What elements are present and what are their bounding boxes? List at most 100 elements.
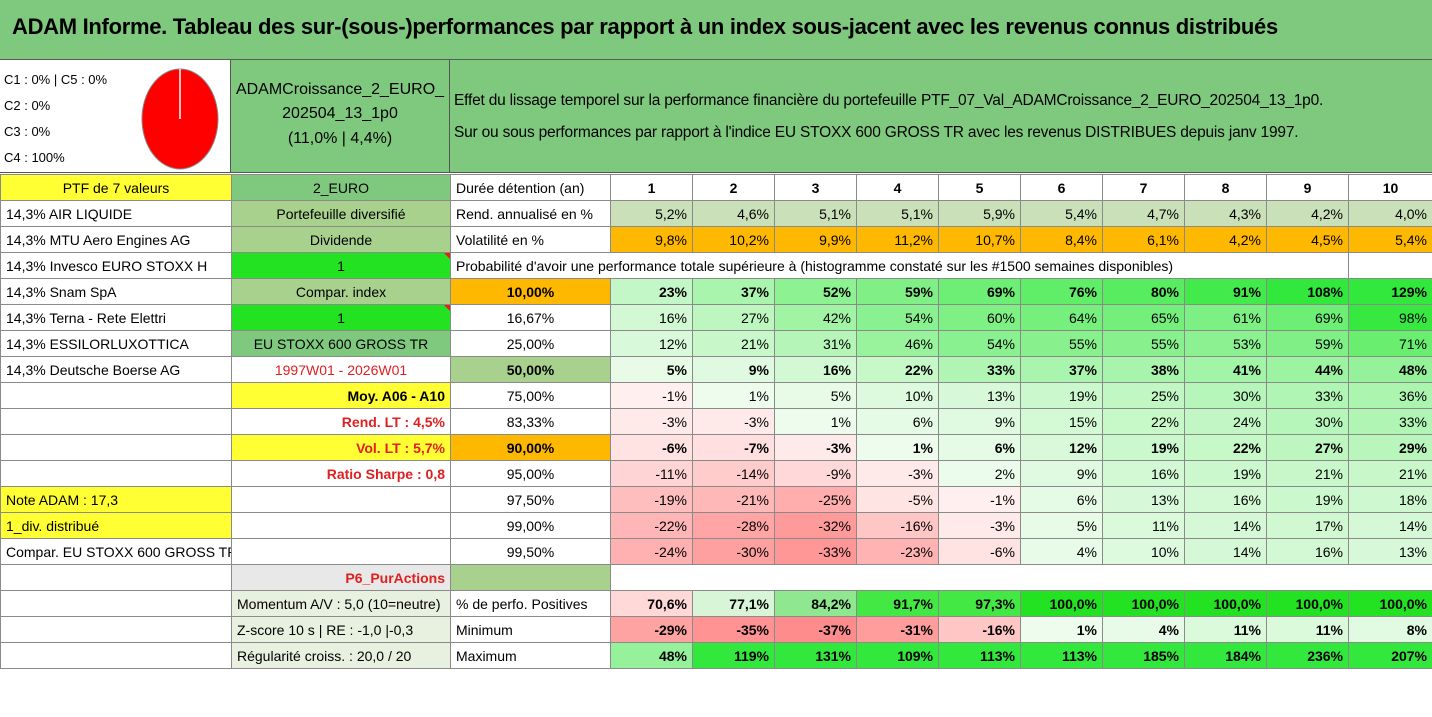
quantile-value: 55% (1020, 330, 1103, 357)
quantile-value: 25% (1102, 382, 1185, 409)
quantile-value: 69% (1266, 304, 1349, 331)
summary-value: 119% (692, 642, 775, 669)
quantile-row: 14,3% Deutsche Boerse AG 1997W01 - 2026W0… (0, 356, 1432, 383)
quantile-value: 19% (1102, 434, 1185, 461)
strategy-swatch (450, 564, 611, 591)
currency-code: 2_EURO (231, 174, 451, 201)
quantile-value: -28% (692, 512, 775, 539)
quantile-row: Ratio Sharpe : 0,8 95,00% -11% -14% -9% -3% 2%… (0, 460, 1432, 487)
quantile-row: 14,3% ESSILORLUXOTTICA EU STOXX 600 GROSS… (0, 330, 1432, 357)
quantile-value: 64% (1020, 304, 1103, 331)
quantile-value: -30% (692, 538, 775, 565)
summary-value: 185% (1102, 642, 1185, 669)
quantile-value: 69% (938, 278, 1021, 305)
probability-level: 75,00% (450, 382, 611, 409)
quantile-value: 9% (692, 356, 775, 383)
empty-cell (1349, 565, 1432, 591)
quantile-value: 22% (1102, 408, 1185, 435)
quantile-value: 54% (856, 304, 939, 331)
quantile-value: -16% (856, 512, 939, 539)
quantile-value: 1% (692, 382, 775, 409)
duration-label: Durée détention (an) (450, 174, 611, 201)
probability-level: 83,33% (450, 408, 611, 435)
summary-value: 91,7% (856, 590, 939, 617)
year-header: 1 (610, 174, 693, 201)
quantile-value: 5% (610, 356, 693, 383)
probability-title-row: 14,3% Invesco EURO STOXX H 1 Probabilité d… (0, 252, 1432, 279)
volatility-value: 10,2% (692, 226, 775, 253)
year-header: 4 (856, 174, 939, 201)
empty-cell (1021, 565, 1103, 591)
volatility-value: 8,4% (1020, 226, 1103, 253)
long-term-return: Rend. LT : 4,5% (231, 408, 451, 435)
report-title-bar: ADAM Informe. Tableau des sur-(sous-)per… (0, 0, 1432, 60)
quantile-value: 36% (1348, 382, 1432, 409)
quantile-value: 12% (1020, 434, 1103, 461)
probability-level: 16,67% (450, 304, 611, 331)
quantile-value: 9% (938, 408, 1021, 435)
flag-value: 1 (231, 304, 451, 331)
volatility-value: 11,2% (856, 226, 939, 253)
quantile-value: 46% (856, 330, 939, 357)
summary-label: Maximum (450, 642, 611, 669)
quantile-value: 18% (1348, 486, 1432, 513)
quantile-value: 14% (1184, 512, 1267, 539)
quantile-value: -32% (774, 512, 857, 539)
holding-name: 14,3% Invesco EURO STOXX H (0, 252, 232, 279)
allocation-pie-chart (141, 68, 219, 170)
quantile-value: 48% (1348, 356, 1432, 383)
quantile-value: 31% (774, 330, 857, 357)
ptf-count-label: PTF de 7 valeurs (0, 174, 232, 201)
quantile-value: 16% (610, 304, 693, 331)
empty-cell (0, 460, 232, 487)
probability-level: 90,00% (450, 434, 611, 461)
volatility-value: 9,9% (774, 226, 857, 253)
summary-value: 11% (1184, 616, 1267, 643)
quantile-value: 91% (1184, 278, 1267, 305)
summary-label: Minimum (450, 616, 611, 643)
quantile-value: 129% (1348, 278, 1432, 305)
holding-name: 14,3% Snam SpA (0, 278, 232, 305)
quantile-row: Compar. EU STOXX 600 GROSS TR 99,50% -24% -… (0, 538, 1432, 565)
indicator-label: Régularité croiss. : 20,0 / 20 (231, 642, 451, 669)
quantile-value: -7% (692, 434, 775, 461)
empty-cell (1103, 565, 1185, 591)
quantile-value: 6% (938, 434, 1021, 461)
empty-cell (0, 616, 232, 643)
summary-row: Z-score 10 s | RE : -1,0 |-0,3 Minimum -29… (0, 616, 1432, 643)
summary-value: 109% (856, 642, 939, 669)
probability-level: 99,50% (450, 538, 611, 565)
empty-cell (231, 512, 451, 539)
quantile-value: -6% (938, 538, 1021, 565)
holding-name: 14,3% Deutsche Boerse AG (0, 356, 232, 383)
quantile-value: -3% (774, 434, 857, 461)
quantile-value: 2% (938, 460, 1021, 487)
empty-cell (0, 590, 232, 617)
empty-cell (693, 565, 775, 591)
quantile-value: -3% (938, 512, 1021, 539)
quantile-value: 19% (1020, 382, 1103, 409)
quantile-value: -6% (610, 434, 693, 461)
fund-name-panel: ADAMCroissance_2_EURO_ 202504_13_1p0 (11… (231, 60, 450, 173)
quantile-value: -14% (692, 460, 775, 487)
compare-index-label: Compar. index (231, 278, 451, 305)
summary-value: 207% (1348, 642, 1432, 669)
return-value: 4,2% (1266, 200, 1349, 227)
empty-cell (1267, 565, 1349, 591)
performance-table: PTF de 7 valeurs 2_EURO Durée détention (a… (0, 174, 1432, 669)
summary-row: Régularité croiss. : 20,0 / 20 Maximum 48%… (0, 642, 1432, 669)
quantile-value: 17% (1266, 512, 1349, 539)
quantile-value: 5% (1020, 512, 1103, 539)
quantile-row: 1_div. distribué 99,00% -22% -28% -32% -16% -3… (0, 512, 1432, 539)
year-header: 9 (1266, 174, 1349, 201)
report-title: ADAM Informe. Tableau des sur-(sous-)per… (12, 14, 1278, 39)
quantile-value: 71% (1348, 330, 1432, 357)
summary-value: 4% (1102, 616, 1185, 643)
quantile-value: 65% (1102, 304, 1185, 331)
class-line: C3 : 0% (4, 124, 51, 139)
year-header: 2 (692, 174, 775, 201)
probability-level: 10,00% (450, 278, 611, 305)
return-value: 5,1% (774, 200, 857, 227)
quantile-value: 23% (610, 278, 693, 305)
holding-name: 14,3% ESSILORLUXOTTICA (0, 330, 232, 357)
